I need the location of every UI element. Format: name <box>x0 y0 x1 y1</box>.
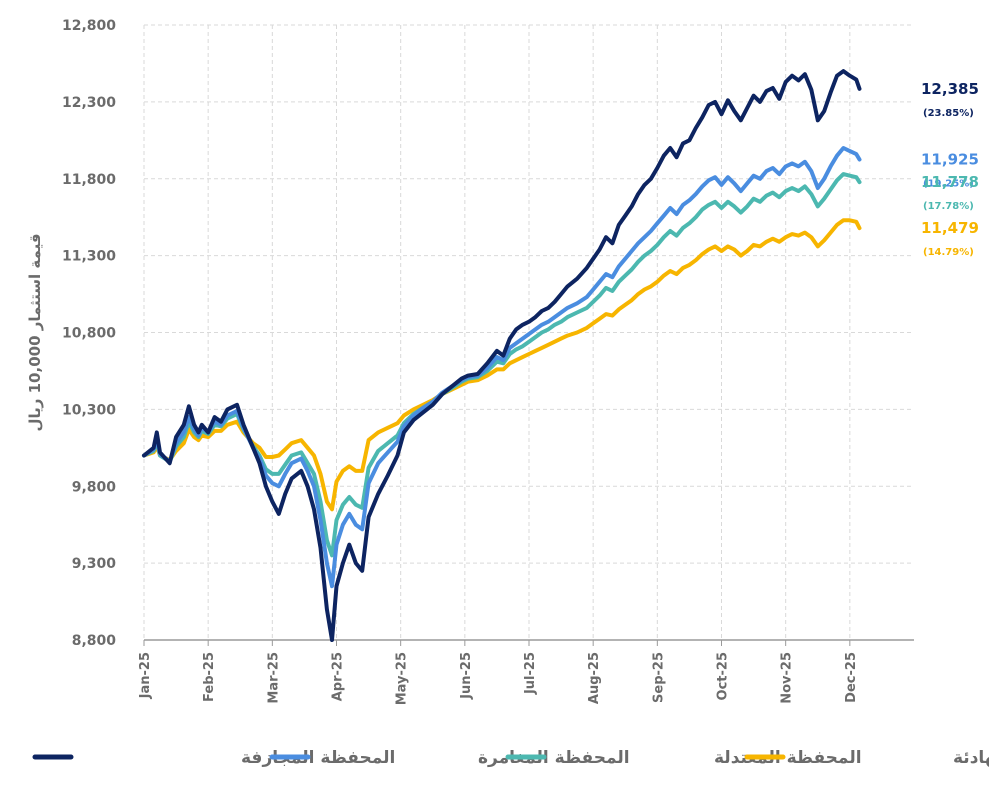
end-value-label: 11,479 <box>921 219 979 237</box>
x-tick-label: Mar-25 <box>266 652 281 704</box>
y-tick-label: 10,800 <box>62 326 116 342</box>
end-value-label: 11,925 <box>921 151 979 169</box>
legend-label: المحفظة الهادئة <box>953 748 989 768</box>
x-tick-label: May-25 <box>395 652 410 705</box>
end-pct-label: (14.79%) <box>923 247 974 258</box>
end-pct-label: (23.85%) <box>923 108 974 119</box>
end-value-label: 11,778 <box>921 173 979 191</box>
series-line-3 <box>142 218 862 512</box>
series-lines <box>142 69 862 642</box>
x-tick-label: Dec-25 <box>844 652 859 703</box>
x-tick-label: Oct-25 <box>716 652 731 700</box>
legend-label: المحفظة المجازفة <box>241 748 395 768</box>
x-tick-label: Aug-25 <box>587 652 602 704</box>
y-tick-label: 9,800 <box>72 479 117 495</box>
x-tick-label: Jul-25 <box>523 652 538 695</box>
end-value-label: 12,385 <box>921 80 979 98</box>
y-tick-label: 11,300 <box>62 249 116 265</box>
x-tick-label: Jan-25 <box>138 652 153 699</box>
y-tick-label: 12,800 <box>62 18 116 34</box>
y-tick-labels: 8,800 9,300 9,800 10,300 10,800 11,300 11,800 1… <box>62 18 116 649</box>
y-tick-label: 10,300 <box>62 402 116 418</box>
legend-label: المحفظة المعتدلة <box>714 748 862 768</box>
series-line-2 <box>142 172 862 558</box>
x-tick-label: Jun-25 <box>459 652 474 700</box>
legend-label: المحفظة المغامرة <box>478 748 630 768</box>
y-tick-label: 12,300 <box>62 95 116 111</box>
end-pct-label: (17.78%) <box>923 201 974 212</box>
y-tick-label: 8,800 <box>72 633 117 649</box>
x-tick-label: Sep-25 <box>651 652 666 703</box>
y-tick-label: 11,800 <box>62 172 116 188</box>
grid-lines <box>143 24 914 640</box>
x-tick-label: Apr-25 <box>331 652 346 701</box>
series-line-0 <box>142 69 862 642</box>
series-line-1 <box>142 146 862 589</box>
x-tick-label: Feb-25 <box>202 652 217 702</box>
end-pct-label: (19.25%) <box>923 179 974 190</box>
x-tick-label: Nov-25 <box>780 652 795 704</box>
x-tick-labels: Jan-25 Feb-25 Mar-25 Apr-25 May-25 Jun-25 Jul-… <box>138 640 859 705</box>
legend: المحفظة المجازفة المحفظة المغامرة المحفظة … <box>32 748 989 768</box>
end-value-labels: 12,385 (23.85%) 11,925 (19.25%)11,778 (17.78… <box>921 80 979 258</box>
y-tick-label: 9,300 <box>72 556 117 572</box>
y-axis-label: قيمة استثمار 10,000 ريال <box>26 233 44 431</box>
